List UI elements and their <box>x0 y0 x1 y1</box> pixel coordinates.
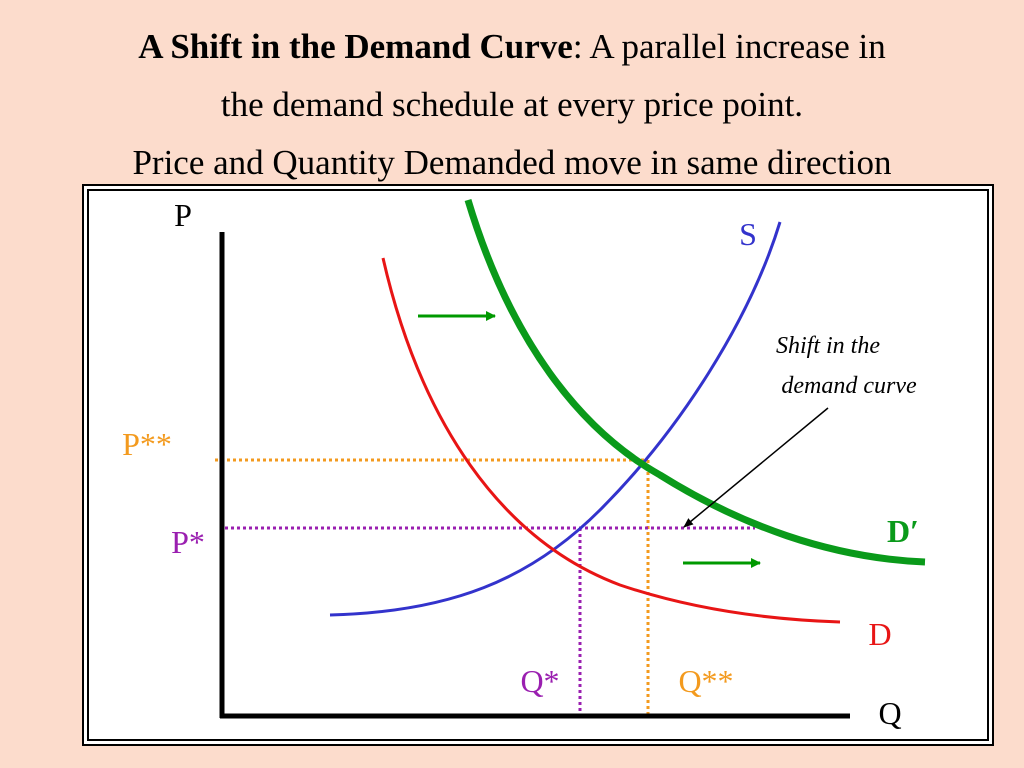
frame-outer <box>82 184 994 746</box>
annotation-text: demand curve <box>781 373 917 399</box>
price-old-label: P* <box>171 524 205 560</box>
quantity-old-label: Q* <box>520 663 559 699</box>
title-line: Price and Quantity Demanded move in same… <box>132 143 892 182</box>
title-line: A Shift in the Demand Curve: A parallel … <box>0 18 1024 76</box>
supply-label: S <box>739 216 757 252</box>
quantity-axis-label: Q <box>878 695 901 731</box>
annotation-text: Shift in the <box>776 333 880 359</box>
title-line: the demand schedule at every price point… <box>220 85 804 124</box>
demand-curve <box>381 257 841 624</box>
new-demand-label: D′ <box>887 513 919 549</box>
price-new-label: P** <box>122 426 172 462</box>
supply-curve <box>329 221 782 617</box>
title-bold: A Shift in the Demand Curve <box>138 27 573 66</box>
title-text: : A parallel increase in <box>572 27 886 66</box>
frame-inner <box>87 189 989 741</box>
price-axis-label: P <box>174 197 192 233</box>
quantity-new-label: Q** <box>678 663 733 699</box>
annotation-arrow <box>683 407 829 528</box>
title-block: A Shift in the Demand Curve: A parallel … <box>0 18 1024 192</box>
demand-label: D <box>868 616 891 652</box>
new-demand-curve <box>464 198 926 566</box>
